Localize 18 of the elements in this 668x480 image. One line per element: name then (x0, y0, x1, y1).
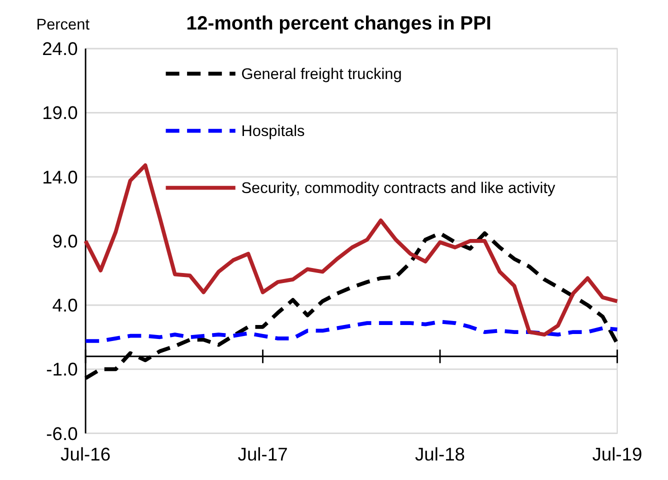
chart-title: 12-month percent changes in PPI (186, 13, 492, 34)
x-tick-label: Jul-18 (415, 443, 466, 464)
x-tick-label: Jul-16 (60, 443, 111, 464)
line-series (84, 163, 620, 337)
y-tick-label: 9.0 (52, 230, 78, 252)
line-series (84, 320, 620, 343)
legend-label: General freight trucking (241, 66, 402, 84)
x-tick-label: Jul-17 (238, 443, 288, 464)
y-tick-label: 4.0 (52, 294, 78, 316)
y-axis-title: Percent (36, 16, 90, 34)
y-tick-label: -1.0 (46, 358, 78, 380)
y-tick-label: 14.0 (42, 166, 78, 188)
y-tick-label: -6.0 (46, 422, 78, 444)
y-tick-label: 19.0 (42, 102, 78, 124)
legend-label: Hospitals (241, 123, 306, 140)
y-tick-label: 24.0 (42, 38, 78, 60)
x-tick-label: Jul-19 (592, 443, 642, 464)
legend-label: Security, commodity contracts and like activity (241, 180, 556, 198)
